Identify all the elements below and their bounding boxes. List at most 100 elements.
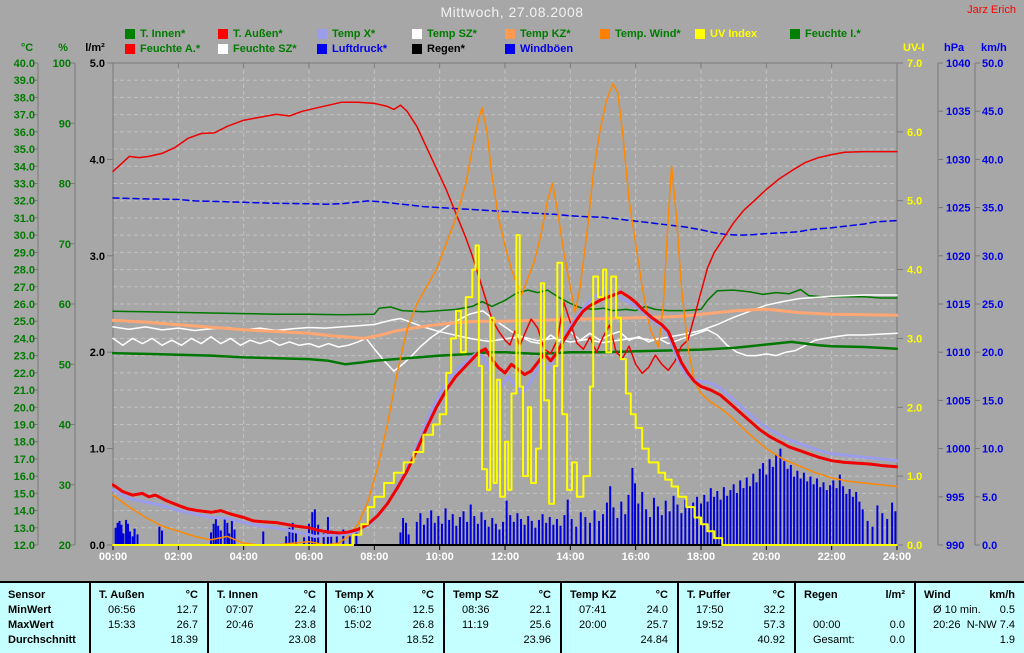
page-title: Mittwoch, 27.08.2008 (440, 4, 584, 20)
stat-column-temp-kz: Temp KZ °C 07:41 24.0 20:00 25.7 24.84 (560, 583, 677, 653)
legend-item-luftdruck: Luftdruck* (317, 43, 387, 55)
stat-column-temp-x: Temp X °C 06:10 12.5 15:02 26.8 18.52 (325, 583, 443, 653)
tick-label: 20.0 (14, 402, 35, 414)
tick-label: 25.0 (14, 316, 35, 328)
tick-label: 16.0 (14, 471, 35, 483)
tick-label: 5.0 (982, 492, 997, 504)
legend-label: Temp KZ* (520, 28, 571, 40)
axis-title-hpa: hPa (944, 42, 965, 54)
stat-column-sensor: Sensor MinWert MaxWert Durchschnitt (0, 583, 89, 653)
stat-row-label: MaxWert (8, 619, 54, 631)
tick-label: 0.0 (90, 540, 105, 552)
stat-row: 23.08 (288, 634, 316, 646)
tick-label: 1030 (946, 154, 970, 166)
stat-row: 40.92 (757, 634, 785, 646)
tick-label: 40 (59, 420, 71, 432)
tick-label: 30 (59, 480, 71, 492)
tick-label: 18.0 (14, 437, 35, 449)
series-temp-sz (112, 310, 898, 372)
legend-swatch-temp-sz (412, 29, 422, 39)
tick-label: 995 (946, 492, 964, 504)
stat-row: 08:36 22.1 (462, 604, 551, 616)
stat-column-temp-sz: Temp SZ °C 08:36 22.1 11:19 25.6 23.96 (443, 583, 560, 653)
stat-row: 20:26 N-NW 7.4 (933, 619, 1015, 631)
stat-column-t-puffer: T. Puffer °C 17:50 32.2 19:52 57.3 40.92 (677, 583, 794, 653)
tick-label: 35.0 (14, 144, 35, 156)
tick-label: 1.0 (90, 444, 105, 456)
tick-label: 28.0 (14, 265, 35, 277)
tick-label: 40.0 (14, 58, 35, 70)
axis-title-c: °C (21, 42, 33, 54)
stat-row: 19:52 57.3 (696, 619, 785, 631)
stat-row: 06:56 12.7 (108, 604, 198, 616)
tick-label: 70 (59, 239, 71, 251)
tick-label: 50 (59, 359, 71, 371)
stat-corner: Sensor (8, 589, 46, 601)
tick-label: 38.0 (14, 92, 35, 104)
series-uv-index (112, 234, 898, 546)
tick-label: 30.0 (982, 251, 1003, 263)
tick-label: 5.0 (907, 196, 922, 208)
stat-row: 18.52 (406, 634, 434, 646)
tick-label: 35.0 (982, 203, 1003, 215)
legend-label: Feuchte SZ* (233, 43, 297, 55)
tick-label: 32.0 (14, 196, 35, 208)
tick-label: 31.0 (14, 213, 35, 225)
legend-item-temp-x: Temp X* (317, 28, 375, 40)
legend-item-temp-sz: Temp SZ* (412, 28, 477, 40)
stat-row: 1.9 (999, 634, 1015, 646)
stat-row: 07:07 22.4 (226, 604, 316, 616)
legend-swatch-feuchte-sz (218, 44, 228, 54)
tick-label: 17.0 (14, 454, 35, 466)
legend-item-windb-en: Windböen (505, 43, 573, 55)
time-label: 22:00 (818, 551, 846, 563)
tick-label: 2.0 (907, 402, 922, 414)
time-label: 00:00 (99, 551, 127, 563)
tick-label: 37.0 (14, 110, 35, 122)
axis-c: °C 40.0 39.0 38.0 37.0 36.0 35.0 34.0 33.0 32.0 31… (14, 42, 39, 552)
tick-label: 20.0 (982, 347, 1003, 359)
tick-label: 27.0 (14, 282, 35, 294)
tick-label: 4.0 (907, 265, 922, 277)
tick-label: 4.0 (90, 154, 105, 166)
stat-header: Temp SZ °C (453, 589, 551, 601)
tick-label: 1010 (946, 347, 970, 359)
series-feuchte-i (112, 288, 898, 316)
tick-label: 50.0 (982, 58, 1003, 70)
weather-chart: °C 40.0 39.0 38.0 37.0 36.0 35.0 34.0 33.0 32.0 31… (14, 42, 1007, 563)
legend-label: Windböen (520, 43, 574, 55)
series-temp-kz (112, 307, 898, 340)
stat-row: 00:00 0.0 (813, 619, 905, 631)
legend-swatch-temp-wind (600, 29, 610, 39)
legend-swatch-feuchte-i (790, 29, 800, 39)
stat-row: Gesamt: 0.0 (813, 634, 905, 646)
stat-row: 20:00 25.7 (579, 619, 668, 631)
time-label: 20:00 (752, 551, 780, 563)
axis-uv-i: UV-I 7.0 6.0 5.0 4.0 3.0 2.0 1.0 0.0 (897, 42, 924, 552)
time-label: 16:00 (622, 551, 650, 563)
tick-label: 26.0 (14, 299, 35, 311)
tick-label: 33.0 (14, 179, 35, 191)
legend-item-temp-kz: Temp KZ* (505, 28, 571, 40)
tick-label: 1040 (946, 58, 970, 70)
legend-swatch-temp-kz (505, 29, 515, 39)
legend-swatch-regen (412, 44, 422, 54)
stat-row: 23.96 (523, 634, 551, 646)
series-feuchte-a (112, 101, 898, 375)
tick-label: 21.0 (14, 385, 35, 397)
legend-swatch-feuchte-a (125, 44, 135, 54)
legend-label: Temp SZ* (427, 28, 477, 40)
axis-time: 00:00 02:00 04:00 06:00 08:00 10:00 12:00 14:00… (99, 551, 911, 563)
tick-label: 990 (946, 540, 964, 552)
legend-item-regen: Regen* (412, 43, 465, 55)
tick-label: 0.0 (907, 540, 922, 552)
tick-label: 12.0 (14, 540, 35, 552)
tick-label: 24.0 (14, 333, 35, 345)
tick-label: 1005 (946, 395, 970, 407)
tick-label: 40.0 (982, 154, 1003, 166)
stat-column-regen: Regen l/m² 00:00 0.0 Gesamt: 0.0 (794, 583, 914, 653)
axis-title-uv-i: UV-I (903, 42, 924, 54)
legend-item-feuchte-sz: Feuchte SZ* (218, 43, 297, 55)
stat-column-wind: Wind km/h Ø 10 min. 0.5 20:26 N-NW 7.4 1.9 (914, 583, 1024, 653)
